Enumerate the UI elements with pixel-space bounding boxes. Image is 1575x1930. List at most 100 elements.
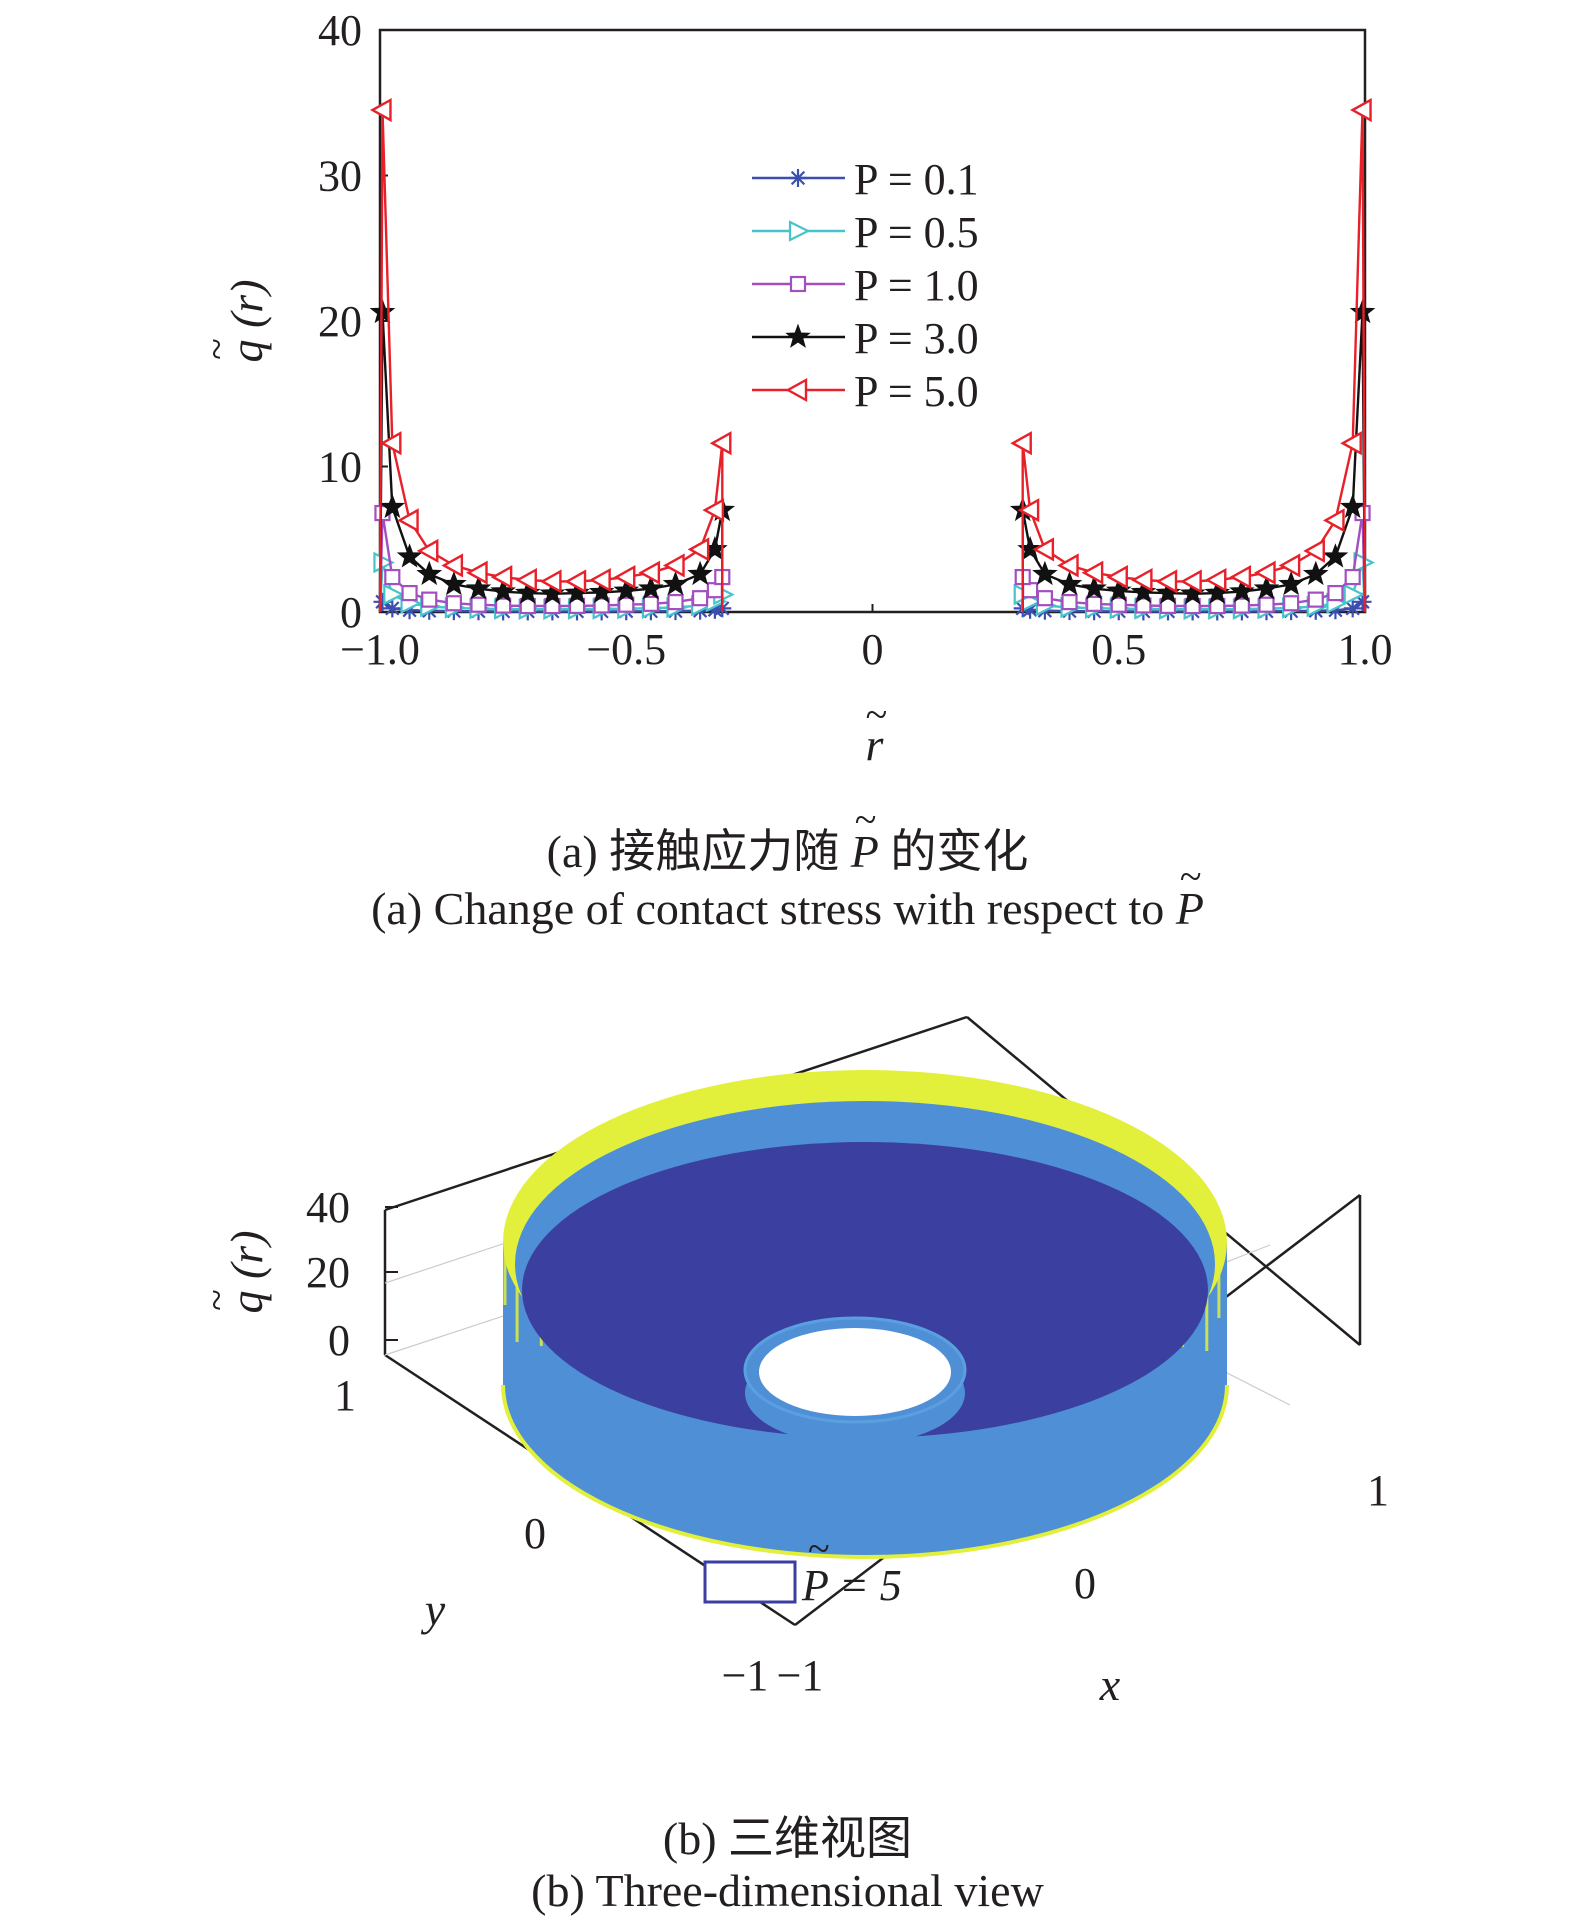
data-point [663,553,685,578]
data-point [1253,575,1280,600]
y-tick-label: −1 [722,1651,769,1700]
data-point [383,583,405,606]
data-point [519,597,536,615]
y-tick-label: 40 [318,6,362,55]
x-tick-label: 1.0 [1338,625,1393,674]
data-point [1061,594,1078,611]
data-point [1057,553,1079,578]
contact-floor [522,1142,1208,1438]
wall-bottom-edge [501,1384,1229,1559]
data-point [397,508,419,533]
x-tick-label: 1 [1367,1466,1389,1515]
caption-a-cn: (a) 接触应力随 P 的变化 [0,815,1575,881]
y-tick-label: 20 [318,297,362,346]
z-tick-label: 0 [328,1316,350,1365]
data-point [1322,508,1345,533]
series-line [1021,109,1367,613]
data-point [1343,583,1366,606]
data-point [564,569,587,594]
data-point [1254,560,1276,585]
data-point [1233,597,1250,614]
data-point [687,560,713,586]
data-point [1322,543,1349,568]
data-point [539,569,562,594]
data-point [1229,565,1252,590]
data-point [401,584,418,602]
data-point [642,595,659,612]
data-point [421,591,438,608]
data-point [1155,569,1178,594]
data-point [638,560,661,585]
data-point [441,570,467,596]
data-point [490,565,513,590]
legend-label: P = 5 [801,1561,902,1610]
data-point [1010,431,1032,456]
hole-opening [759,1328,951,1416]
legend: P = 0.1P = 0.5P = 1.0P = 3.0P = 5.0 [752,155,979,416]
data-point [384,568,401,586]
data-point [1135,597,1152,614]
data-point [515,567,537,593]
y-axis-label: q (r) [221,279,272,362]
data-point [470,596,487,613]
y-axis-tilde: ~ [194,338,239,360]
data-point [589,567,611,593]
caption-a-en: (a) Change of contact stress with respec… [0,882,1575,935]
data-point [416,560,443,586]
y-tick-label: 0 [524,1509,546,1558]
data-point [1204,567,1227,593]
data-point [789,275,807,293]
data-point [1130,567,1153,593]
data-point [1278,570,1304,596]
data-point [687,537,710,562]
data-point [369,97,392,123]
data-point [1302,560,1329,586]
y-tick-label: 10 [318,443,362,492]
x-axis-label: r [866,719,885,770]
data-point [1258,596,1275,613]
y-tick-label: 30 [318,152,362,201]
data-point [466,560,488,585]
data-point [1106,565,1128,590]
z-tick-label: 40 [306,1183,350,1232]
data-point [593,597,610,614]
data-point [445,595,462,612]
data-point [1303,538,1325,563]
data-point [667,594,684,611]
caption-a-cn-suffix: 的变化 [890,826,1029,877]
data-point [1032,560,1058,586]
data-point [1056,570,1083,596]
data-point [1340,431,1362,456]
data-point [1032,537,1055,562]
data-point [416,538,439,563]
data-point [1307,591,1324,608]
x-tick-label: −1 [777,1651,824,1700]
y-tick-label: 1 [334,1371,356,1420]
legend-label: P = 3.0 [854,314,979,363]
caption-b-en: (b) Three-dimensional view [531,1865,1044,1916]
y-tick-label: 0 [340,588,362,637]
data-point [1343,599,1362,618]
data-point [1350,97,1372,123]
data-point [1327,584,1344,602]
data-point [568,597,586,614]
data-point [1036,590,1053,607]
legend-label: P = 0.1 [854,155,979,204]
data-point [373,551,395,574]
series-P = 5.0 [369,97,1372,613]
data-point [379,431,402,456]
legend-label: P = 1.0 [854,261,979,310]
data-point [692,590,709,607]
x-tick-label: −0.5 [586,625,666,674]
caption-a-en-symbol: P [1176,883,1204,934]
data-point [396,543,423,568]
x-tick-label: −1.0 [340,625,420,674]
data-point [1086,595,1103,612]
data-point [789,169,807,187]
data-point [1081,560,1104,585]
series-line [378,109,724,613]
x-axis-tilde: ~ [866,692,888,737]
data-point [1017,498,1040,523]
x-tick-label: 0.5 [1091,625,1146,674]
